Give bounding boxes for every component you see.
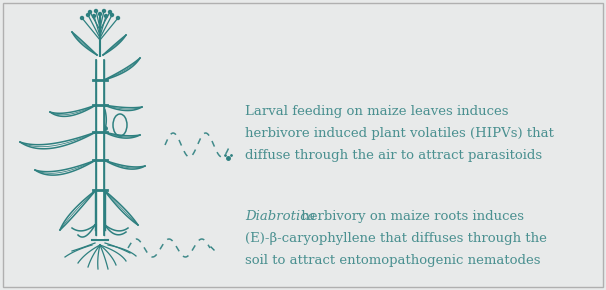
Circle shape <box>108 10 112 14</box>
Circle shape <box>95 10 98 12</box>
Text: herbivory on maize roots induces: herbivory on maize roots induces <box>297 210 524 223</box>
Text: (E)-β-caryophyllene that diffuses through the: (E)-β-caryophyllene that diffuses throug… <box>245 232 547 245</box>
Circle shape <box>99 12 101 15</box>
Text: soil to attract entomopathogenic nematodes: soil to attract entomopathogenic nematod… <box>245 254 541 267</box>
Circle shape <box>93 14 96 17</box>
Text: diffuse through the air to attract parasitoids: diffuse through the air to attract paras… <box>245 149 542 162</box>
Circle shape <box>102 10 105 12</box>
Text: Larval feeding on maize leaves induces: Larval feeding on maize leaves induces <box>245 105 508 118</box>
Text: Diabrotica: Diabrotica <box>245 210 316 223</box>
Circle shape <box>110 14 113 17</box>
Circle shape <box>104 14 107 17</box>
Circle shape <box>87 14 90 17</box>
Text: herbivore induced plant volatiles (HIPVs) that: herbivore induced plant volatiles (HIPVs… <box>245 127 554 140</box>
Circle shape <box>81 17 84 19</box>
Circle shape <box>116 17 119 19</box>
Circle shape <box>88 10 92 14</box>
